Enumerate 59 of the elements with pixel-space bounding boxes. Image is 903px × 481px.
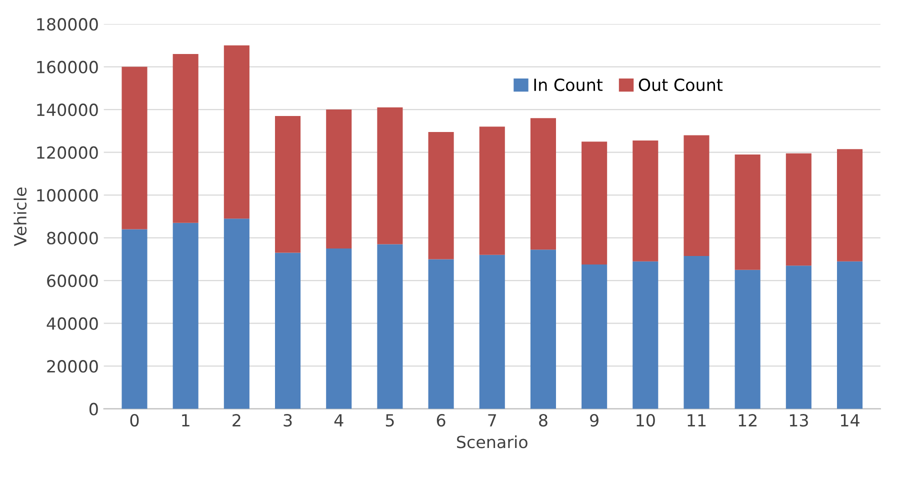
y-tick-label: 140000 [37, 104, 98, 116]
y-tick-label: 40000 [46, 317, 98, 330]
bar [326, 110, 352, 249]
y-tick-label: 120000 [37, 146, 98, 159]
y-axis-title: Vehicle [14, 188, 27, 246]
x-tick-label: 12 [738, 414, 757, 426]
bar [377, 107, 403, 244]
x-tick-label: 7 [488, 414, 496, 426]
bar [632, 261, 658, 409]
x-tick-label: 10 [636, 414, 655, 427]
y-tick-label: 20000 [47, 360, 98, 373]
bar [479, 126, 505, 255]
bar [530, 250, 556, 409]
y-tick-label: 80000 [47, 232, 98, 244]
x-tick-label: 0 [130, 414, 139, 427]
bar [786, 153, 812, 266]
bar [326, 248, 352, 409]
y-tick-label: 0 [89, 402, 98, 416]
x-tick-label: 8 [539, 414, 548, 427]
x-tick-label: 4 [334, 414, 344, 426]
bar [684, 256, 710, 409]
bar [582, 264, 608, 409]
bar [734, 154, 760, 270]
y-tick-label: 100000 [37, 189, 98, 202]
x-tick-label: 5 [386, 414, 394, 427]
x-tick-label: 2 [232, 414, 240, 426]
x-tick-label: 6 [436, 414, 446, 427]
bar [224, 45, 250, 219]
bar [275, 116, 301, 253]
bar [172, 222, 198, 409]
bar [122, 229, 148, 409]
y-tick-label: 60000 [47, 274, 98, 288]
bar [172, 54, 198, 223]
bar [122, 66, 148, 230]
x-tick-label: 9 [590, 414, 598, 427]
y-tick-label: 180000 [37, 18, 98, 31]
bar [479, 254, 505, 409]
bar [582, 142, 608, 265]
x-tick-label: 1 [182, 414, 190, 426]
y-tick-label: 160000 [37, 60, 98, 74]
x-tick-label: 13 [790, 414, 808, 427]
bar [224, 218, 250, 409]
bar [734, 270, 760, 409]
bar [275, 252, 301, 409]
bar [428, 259, 454, 409]
bar [684, 135, 710, 256]
x-tick-label: 3 [284, 414, 292, 427]
legend-label: Out Count [638, 78, 723, 92]
bar [377, 244, 403, 409]
bar [786, 266, 812, 409]
bar [530, 118, 556, 250]
legend-label: In Count [534, 78, 603, 92]
bar [428, 132, 454, 260]
bar [837, 149, 863, 262]
bar [837, 261, 863, 409]
x-axis-title: Scenario [457, 435, 528, 448]
bar [632, 140, 658, 262]
x-tick-label: 14 [840, 414, 860, 426]
x-tick-label: 11 [688, 414, 706, 426]
